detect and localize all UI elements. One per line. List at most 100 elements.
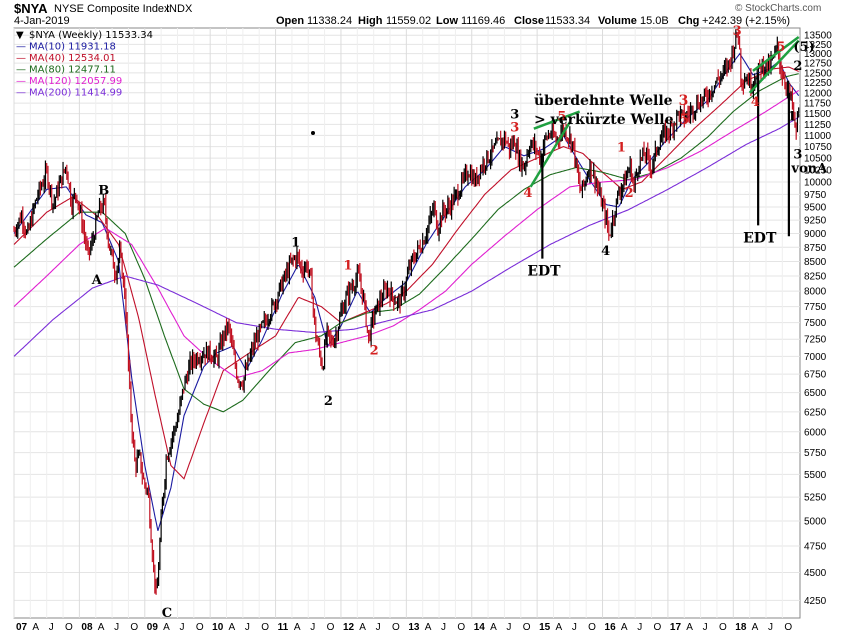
wave-label: 4 bbox=[523, 186, 532, 201]
y-tick-label: 5750 bbox=[804, 448, 827, 459]
y-tick-label: 13500 bbox=[804, 31, 832, 42]
y-tick-label: 8750 bbox=[804, 243, 827, 254]
wave-label: vonA bbox=[790, 162, 828, 177]
edt-label: EDT bbox=[743, 230, 777, 246]
wave-label: 2 bbox=[793, 59, 802, 74]
wave-label: 5 bbox=[557, 110, 566, 125]
y-tick-label: 12500 bbox=[804, 68, 832, 79]
y-tick-label: 5250 bbox=[804, 493, 827, 504]
x-tick-label: J bbox=[179, 622, 184, 633]
chg-label: Chg bbox=[678, 15, 699, 27]
x-tick-label: O bbox=[261, 622, 269, 633]
volume-label: Volume bbox=[598, 15, 637, 27]
low-value: 11169.46 bbox=[461, 15, 505, 27]
y-tick-label: 7750 bbox=[804, 302, 827, 313]
y-tick-label: 13000 bbox=[804, 49, 832, 60]
x-tick-label: 11 bbox=[278, 622, 289, 633]
x-tick-label: A bbox=[98, 622, 105, 633]
x-tick-label: O bbox=[719, 622, 727, 633]
y-tick-label: 12750 bbox=[804, 59, 832, 70]
x-tick-label: J bbox=[49, 622, 54, 633]
ma-line-ma120 bbox=[13, 89, 800, 379]
note-line1-text: überdehnte Welle bbox=[534, 93, 673, 109]
y-tick-label: 9750 bbox=[804, 190, 827, 201]
x-tick-label: J bbox=[441, 622, 446, 633]
price-bars bbox=[13, 29, 800, 595]
y-tick-label: 7000 bbox=[804, 352, 827, 363]
wave-label: (5) bbox=[793, 40, 814, 55]
x-tick-label: A bbox=[490, 622, 497, 633]
y-tick-label: 11750 bbox=[804, 99, 832, 110]
wave-label: 3 bbox=[510, 108, 519, 123]
y-tick-label: 11250 bbox=[804, 120, 832, 131]
x-tick-label: 18 bbox=[735, 622, 747, 633]
x-tick-label: J bbox=[703, 622, 708, 633]
wave-label: 2 bbox=[370, 343, 379, 358]
legend-marker: ▼ bbox=[16, 30, 24, 41]
legend: ▼ $NYA (Weekly) 11533.34— MA(10) 11931.18—… bbox=[16, 30, 153, 99]
x-tick-label: 07 bbox=[16, 622, 28, 633]
legend-marker: — bbox=[16, 65, 26, 76]
x-tick-label: A bbox=[359, 622, 366, 633]
wave-label: 1 bbox=[617, 141, 626, 156]
legend-label: MA(40) 12534.01 bbox=[29, 53, 116, 64]
wave-label: B bbox=[98, 183, 109, 198]
y-tick-label: 7250 bbox=[804, 335, 827, 346]
y-tick-label: 6250 bbox=[804, 407, 827, 418]
legend-marker: — bbox=[16, 53, 26, 64]
y-tick-label: 11500 bbox=[804, 109, 832, 120]
y-tick-label: 8000 bbox=[804, 287, 827, 298]
y-tick-label: 10250 bbox=[804, 165, 832, 176]
wave-label: A bbox=[91, 273, 103, 288]
stockcharts-credit: © StockCharts.com bbox=[735, 3, 821, 14]
x-tick-label: O bbox=[392, 622, 400, 633]
x-tick-label: A bbox=[686, 622, 693, 633]
x-tick-label: 10 bbox=[212, 622, 224, 633]
vertical-lines: EDT EDT bbox=[527, 72, 790, 280]
y-tick-label: 9250 bbox=[804, 216, 827, 227]
y-tick-label: 5000 bbox=[804, 516, 827, 527]
x-tick-label: J bbox=[637, 622, 642, 633]
trendline bbox=[533, 110, 581, 130]
date: 4-Jan-2019 bbox=[14, 15, 70, 27]
legend-marker: — bbox=[16, 76, 26, 87]
note-line1-num: 3 bbox=[679, 93, 689, 109]
x-tick-label: 15 bbox=[539, 622, 551, 633]
x-tick-label: J bbox=[245, 622, 250, 633]
x-tick-label: O bbox=[784, 622, 792, 633]
x-tick-label: A bbox=[621, 622, 628, 633]
x-tick-label: A bbox=[229, 622, 236, 633]
x-axis: 07 A J O 08 A J O 09 A J O 10 A J O 11 A J O 12 A J O 13 A J O 14 A J O… bbox=[16, 622, 792, 633]
legend-label: MA(80) 12477.11 bbox=[29, 65, 116, 76]
x-tick-label: 17 bbox=[670, 622, 682, 633]
y-tick-label: 11000 bbox=[804, 131, 832, 142]
x-tick-label: O bbox=[588, 622, 596, 633]
y-tick-label: 4250 bbox=[804, 596, 827, 607]
y-tick-label: 10750 bbox=[804, 142, 832, 153]
x-tick-label: A bbox=[425, 622, 432, 633]
note-line2-num: 5 bbox=[680, 112, 690, 128]
x-tick-label: A bbox=[555, 622, 562, 633]
low-label: Low bbox=[436, 15, 458, 27]
x-tick-label: J bbox=[506, 622, 511, 633]
x-tick-label: 09 bbox=[147, 622, 159, 633]
y-tick-label: 8250 bbox=[804, 272, 827, 283]
wave-label: 4 bbox=[601, 244, 610, 259]
x-tick-label: 08 bbox=[81, 622, 93, 633]
high-label: High bbox=[358, 15, 383, 27]
x-tick-label: J bbox=[572, 622, 577, 633]
y-tick-label: 10500 bbox=[804, 154, 832, 165]
open-label: Open bbox=[276, 15, 304, 27]
index-name: NYSE Composite Index bbox=[54, 3, 170, 15]
x-tick-label: O bbox=[327, 622, 335, 633]
y-tick-label: 9500 bbox=[804, 203, 827, 214]
trendline bbox=[752, 36, 800, 72]
chg-value: +242.39 (+2.15%) bbox=[702, 15, 790, 27]
y-tick-label: 12250 bbox=[804, 78, 832, 89]
legend-marker: — bbox=[16, 88, 26, 99]
y-tick-label: 6500 bbox=[804, 388, 827, 399]
x-tick-label: A bbox=[163, 622, 170, 633]
note-line2: > verkürzte Welle 5 bbox=[534, 112, 689, 128]
